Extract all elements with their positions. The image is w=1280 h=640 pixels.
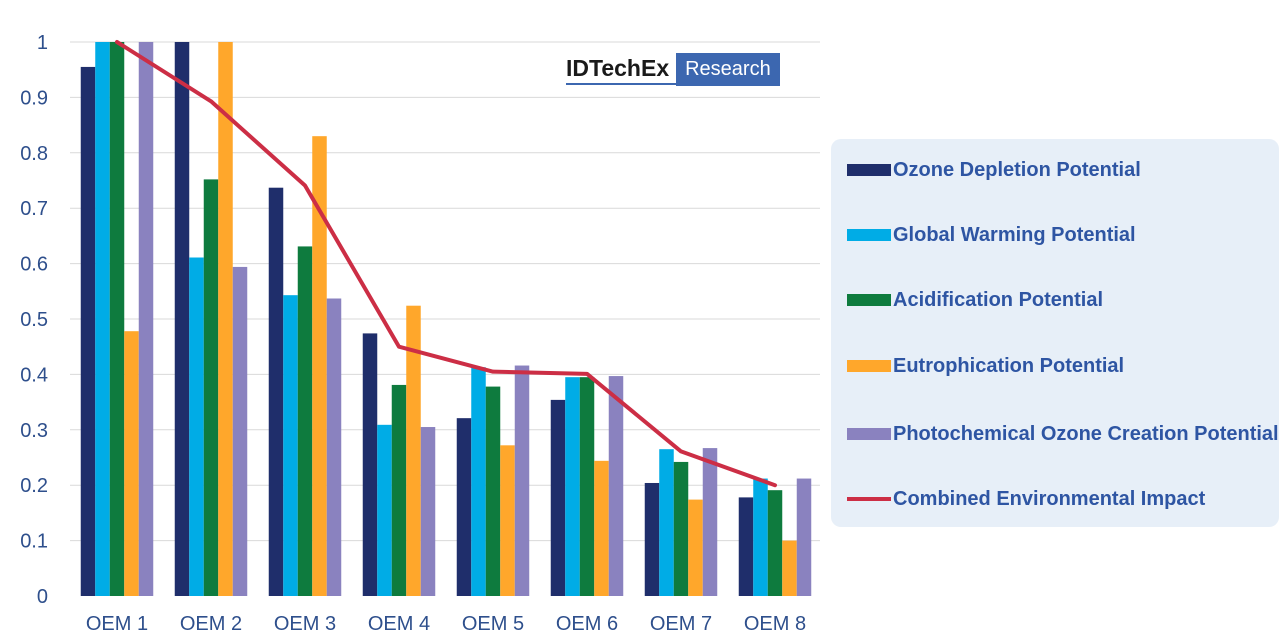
- bar: [796, 478, 812, 596]
- bar: [644, 482, 660, 596]
- bar: [471, 367, 486, 596]
- bar: [362, 333, 378, 596]
- bar: [391, 384, 407, 596]
- legend-item-eutrophication: Eutrophication Potential: [847, 355, 1280, 378]
- bar: [203, 179, 219, 596]
- bar: [782, 540, 797, 596]
- bar: [738, 497, 754, 596]
- bar: [420, 427, 436, 596]
- y-tick-label: 0.1: [20, 531, 48, 553]
- bar: [174, 42, 190, 596]
- bar: [500, 445, 515, 596]
- y-tick-label: 0.8: [20, 143, 48, 165]
- bar: [312, 136, 327, 596]
- bar: [406, 305, 421, 596]
- legend-label: Ozone Depletion Potential: [893, 159, 1141, 181]
- x-tick-label: OEM 1: [86, 613, 148, 635]
- bar: [326, 298, 342, 596]
- legend-swatch: [847, 428, 891, 440]
- bar: [594, 460, 609, 596]
- legend-swatch: [847, 229, 891, 241]
- bar: [124, 331, 139, 596]
- x-tick-label: OEM 4: [368, 613, 430, 635]
- x-tick-label: OEM 5: [462, 613, 524, 635]
- bar: [268, 187, 284, 596]
- bar: [688, 499, 703, 596]
- y-tick-label: 0.6: [20, 254, 48, 276]
- legend-item-ozone-depletion: Ozone Depletion Potential: [847, 159, 1280, 182]
- legend-item-acidification: Acidification Potential: [847, 289, 1280, 312]
- y-tick-label: 0.9: [20, 87, 48, 109]
- combined-impact-line: [115, 40, 777, 488]
- y-tick-label: 0: [37, 586, 48, 608]
- bar: [189, 257, 204, 596]
- legend-swatch: [847, 294, 891, 306]
- bar: [377, 424, 392, 596]
- bar: [579, 377, 595, 596]
- legend-item-photochemical-ozone: Photochemical Ozone Creation Potential: [847, 423, 1280, 446]
- y-tick-label: 0.7: [20, 198, 48, 220]
- bar: [80, 66, 96, 597]
- legend-swatch: [847, 360, 891, 372]
- bar: [297, 246, 313, 596]
- legend-item-global-warming: Global Warming Potential: [847, 224, 1280, 247]
- legend-line-swatch: [847, 497, 891, 501]
- legend-label: Global Warming Potential: [893, 224, 1136, 246]
- bar: [485, 386, 501, 596]
- x-tick-label: OEM 2: [180, 613, 242, 635]
- legend-label: Eutrophication Potential: [893, 355, 1125, 377]
- y-tick-label: 0.3: [20, 420, 48, 442]
- bar: [232, 266, 248, 596]
- x-tick-label: OEM 7: [650, 613, 712, 635]
- y-tick-label: 1: [37, 32, 48, 54]
- y-tick-label: 0.2: [20, 475, 48, 497]
- x-axis: OEM 1 OEM 2 OEM 3 OEM 4 OEM 5 OEM 6 OEM 7 OEM 8: [86, 613, 806, 635]
- bar: [218, 42, 233, 596]
- line-layer: [115, 40, 777, 488]
- logo-sub-text: Research: [676, 53, 780, 86]
- y-axis: 0 0.1 0.2 0.3 0.4 0.5 0.6 0.7 0.8 0.9 1: [20, 32, 48, 608]
- chart: 0 0.1 0.2 0.3 0.4 0.5 0.6 0.7 0.8 0.9 1 OEM 1 OEM 2…: [20, 32, 820, 635]
- bar: [673, 461, 689, 596]
- logo-main-text: IDTechEx: [566, 54, 677, 85]
- bar: [514, 365, 530, 596]
- y-tick-label: 0.4: [20, 364, 48, 386]
- legend-swatch: [847, 164, 891, 176]
- bar-layer: [80, 42, 812, 597]
- bar: [608, 376, 624, 596]
- x-tick-label: OEM 6: [556, 613, 618, 635]
- bar: [753, 478, 768, 596]
- legend-label: Acidification Potential: [893, 289, 1104, 311]
- bar: [550, 399, 566, 596]
- bar: [565, 377, 580, 596]
- idtechex-logo: IDTechEx Research: [566, 53, 780, 86]
- bar: [456, 418, 472, 596]
- bar: [138, 42, 154, 596]
- x-tick-label: OEM 8: [744, 613, 806, 635]
- legend-item-combined-impact: Combined Environmental Impact: [847, 488, 1280, 511]
- chart-legend: Ozone Depletion Potential Global Warming…: [831, 139, 1279, 527]
- bar: [109, 42, 125, 596]
- bar: [702, 448, 718, 596]
- bar: [767, 490, 783, 596]
- bar: [283, 295, 298, 596]
- legend-label: Combined Environmental Impact: [893, 488, 1206, 510]
- bar: [659, 449, 674, 596]
- bar: [95, 42, 110, 596]
- legend-label: Photochemical Ozone Creation Potential: [893, 423, 1279, 445]
- x-tick-label: OEM 3: [274, 613, 336, 635]
- y-tick-label: 0.5: [20, 309, 48, 331]
